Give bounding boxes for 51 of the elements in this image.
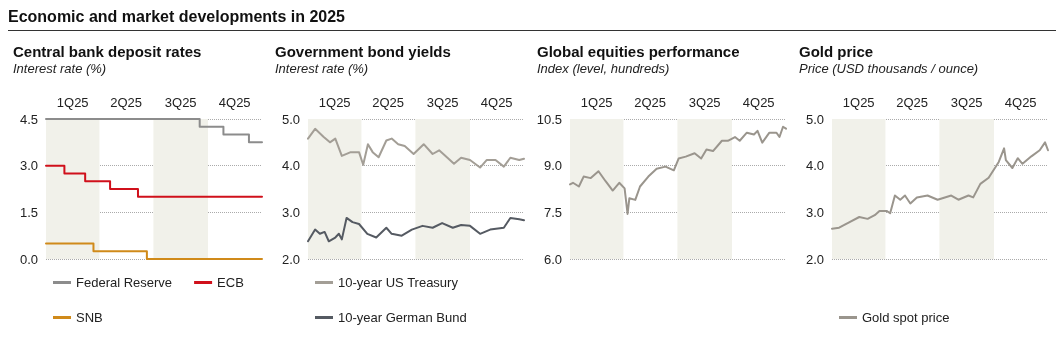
line-series — [307, 127, 525, 169]
line-series — [307, 216, 525, 243]
x-tick-label: 4Q25 — [1004, 95, 1037, 110]
x-tick-label: 1Q25 — [842, 95, 875, 110]
x-tick-label: 2Q25 — [896, 95, 929, 110]
line-series — [569, 125, 787, 215]
legend-label: SNB — [76, 310, 103, 325]
x-tick-label: 1Q25 — [56, 95, 89, 110]
y-tick-label: 1.5 — [19, 204, 38, 220]
x-tick-label: 2Q25 — [634, 95, 667, 110]
text: Economic and market developments in 2025 — [8, 8, 1056, 31]
y-tick-label: 3.0 — [281, 204, 300, 220]
chart-title: Global equities performance — [537, 43, 740, 60]
chart-subtitle: Price (USD thousands / ounce) — [799, 61, 979, 76]
x-tick-label: 3Q25 — [950, 95, 983, 110]
x-tick-label: 3Q25 — [688, 95, 721, 110]
chart-title: Government bond yields — [275, 43, 451, 60]
chart-subtitle: Interest rate (%) — [275, 61, 369, 76]
chart-subtitle: Index (level, hundreds) — [537, 61, 670, 76]
x-tick-label: 3Q25 — [426, 95, 459, 110]
chart-title: Central bank deposit rates — [13, 43, 202, 60]
chart-title: Gold price — [799, 43, 874, 60]
y-tick-label: 4.0 — [281, 158, 300, 174]
y-tick-label: 4.5 — [19, 111, 38, 127]
y-tick-label: 3.0 — [19, 158, 38, 174]
y-tick-label: 4.0 — [805, 158, 824, 174]
x-tick-label: 4Q25 — [218, 95, 251, 110]
x-tick-label: 4Q25 — [742, 95, 775, 110]
y-tick-label: 6.0 — [543, 251, 562, 267]
legend-label: Federal Reserve — [76, 275, 173, 290]
x-tick-label: 4Q25 — [480, 95, 513, 110]
x-tick-label: 3Q25 — [164, 95, 197, 110]
legend-label: Gold spot price — [862, 310, 950, 325]
x-tick-label: 2Q25 — [372, 95, 405, 110]
y-tick-label: 7.5 — [543, 204, 562, 220]
legend-label: 10-year German Bund — [338, 310, 467, 325]
y-tick-label: 3.0 — [805, 204, 824, 220]
y-tick-label: 10.5 — [536, 111, 562, 127]
x-tick-label: 1Q25 — [580, 95, 613, 110]
chart-subtitle: Interest rate (%) — [13, 61, 107, 76]
y-tick-label: 2.0 — [805, 251, 824, 267]
line-series — [831, 141, 1049, 230]
x-tick-label: 2Q25 — [110, 95, 143, 110]
legend-label: ECB — [217, 275, 244, 290]
y-tick-label: 2.0 — [281, 251, 300, 267]
y-tick-label: 9.0 — [543, 158, 562, 174]
y-tick-label: 5.0 — [805, 111, 824, 127]
x-tick-label: 1Q25 — [318, 95, 351, 110]
y-tick-label: 0.0 — [19, 251, 38, 267]
y-tick-label: 5.0 — [281, 111, 300, 127]
legend-label: 10-year US Treasury — [338, 275, 459, 290]
